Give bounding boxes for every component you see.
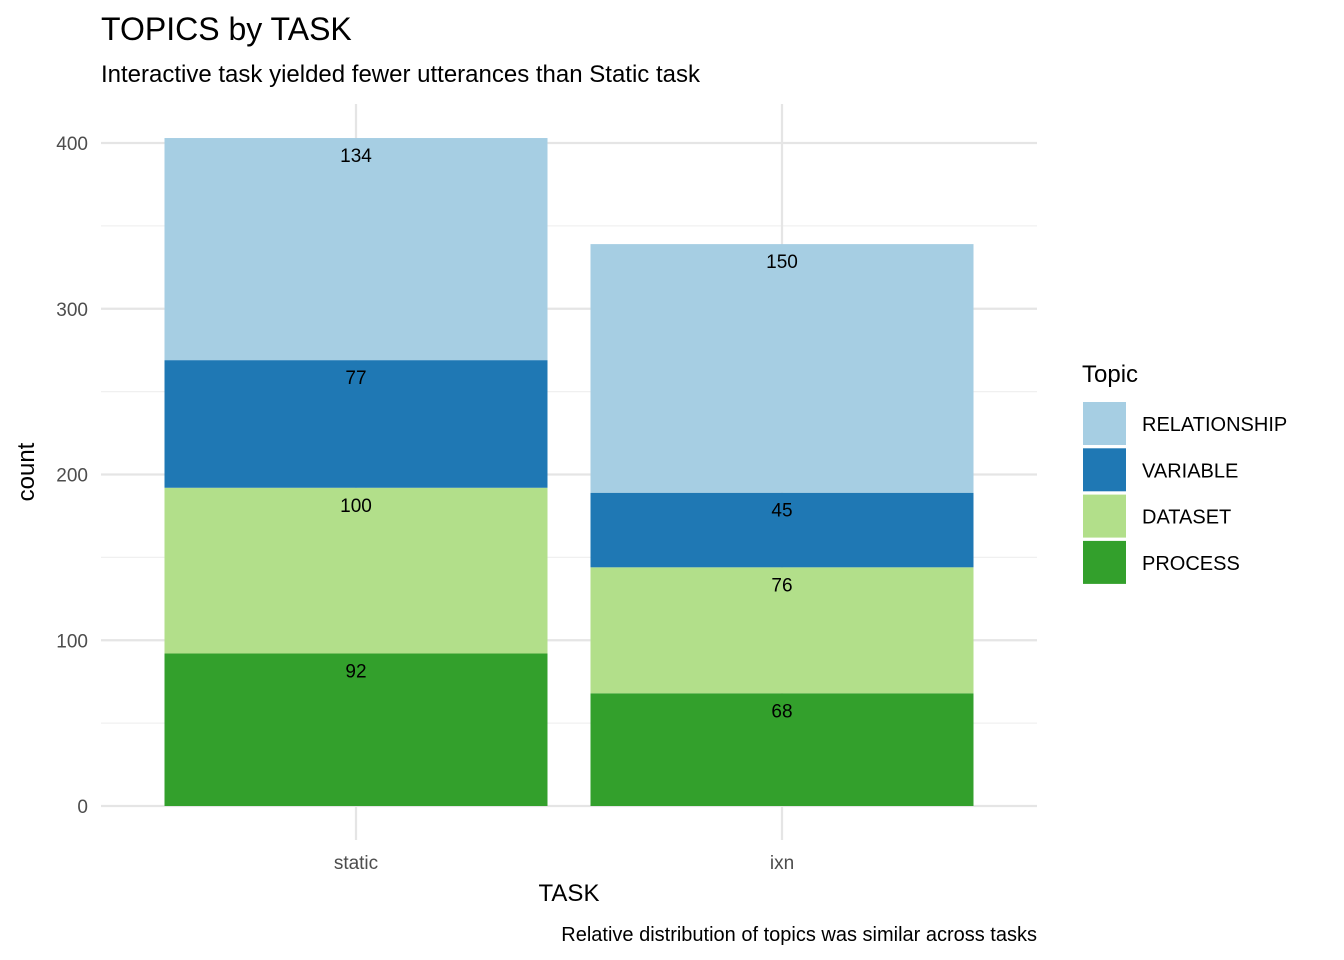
- bar-variable-static: [164, 360, 548, 488]
- bars: [164, 138, 974, 806]
- bar-relationship-ixn: [590, 244, 974, 493]
- legend-key-dataset: [1083, 494, 1126, 538]
- y-tick-label: 200: [56, 466, 88, 487]
- chart-subtitle: Interactive task yielded fewer utterance…: [101, 61, 701, 88]
- bar-label-dataset-static: 100: [340, 496, 372, 517]
- x-tick-label: ixn: [770, 853, 794, 874]
- bar-process-static: [164, 653, 548, 806]
- y-axis-ticks: 0 100 200 300 400: [56, 134, 88, 818]
- x-tick-label: static: [334, 853, 378, 874]
- x-axis-title: TASK: [539, 880, 600, 907]
- legend-title: Topic: [1082, 361, 1138, 388]
- chart-title: TOPICS by TASK: [101, 11, 352, 47]
- bar-relationship-static: [164, 138, 548, 361]
- legend-label-dataset: DATASET: [1142, 507, 1231, 529]
- bar-label-process-ixn: 68: [771, 701, 792, 722]
- bar-label-relationship-static: 134: [340, 146, 372, 167]
- legend-label-process: PROCESS: [1142, 553, 1240, 575]
- bar-dataset-ixn: [590, 567, 974, 694]
- chart-caption: Relative distribution of topics was simi…: [561, 924, 1037, 946]
- legend-key-relationship: [1083, 402, 1126, 445]
- legend-key-variable: [1083, 448, 1126, 492]
- bar-variable-ixn: [590, 492, 974, 568]
- y-tick-label: 0: [77, 797, 88, 818]
- y-tick-label: 100: [56, 631, 88, 652]
- y-axis-title: count: [13, 442, 40, 501]
- bar-label-variable-ixn: 45: [771, 501, 792, 522]
- bar-label-process-static: 92: [345, 662, 366, 683]
- y-tick-label: 300: [56, 300, 88, 321]
- legend-label-relationship: RELATIONSHIP: [1142, 414, 1287, 436]
- bar-dataset-static: [164, 487, 548, 654]
- bar-label-relationship-ixn: 150: [766, 252, 798, 273]
- bar-process-ixn: [590, 693, 974, 806]
- y-tick-label: 400: [56, 134, 88, 155]
- bar-label-variable-static: 77: [345, 368, 366, 389]
- legend-key-process: [1083, 540, 1126, 584]
- bar-label-dataset-ixn: 76: [771, 575, 792, 596]
- bar-labels: 92 100 77 134 68 76 45 150: [340, 146, 798, 722]
- legend-label-variable: VARIABLE: [1142, 460, 1238, 482]
- x-axis-ticks: static ixn: [334, 853, 794, 874]
- legend: Topic RELATIONSHIP VARIABLE DATASET PROCESS: [1082, 361, 1287, 584]
